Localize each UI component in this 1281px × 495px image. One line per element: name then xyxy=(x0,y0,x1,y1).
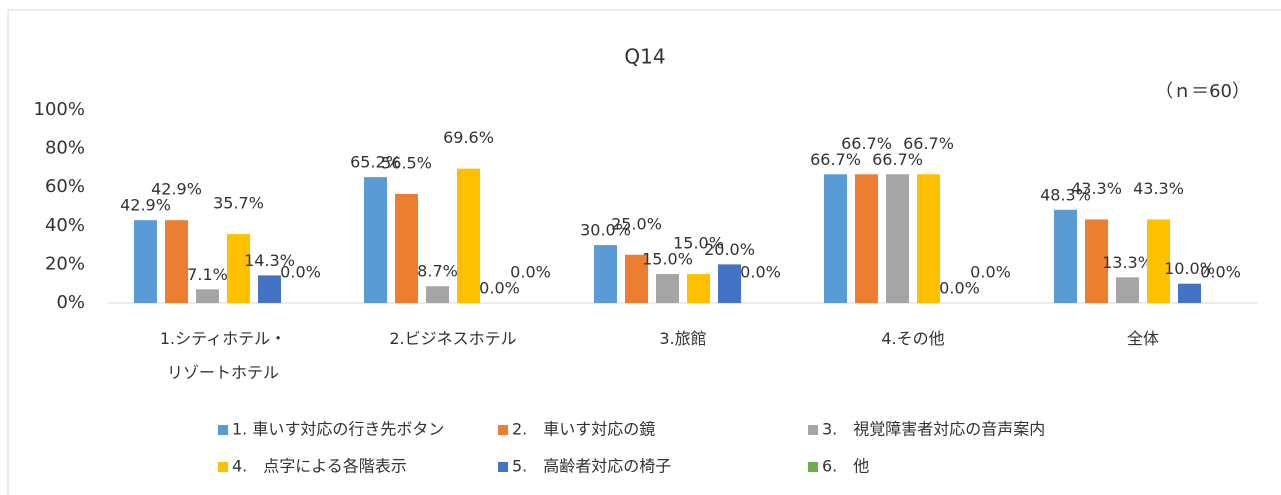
legend-swatch xyxy=(498,462,508,472)
bar xyxy=(1116,277,1139,303)
bar xyxy=(718,264,741,303)
bar xyxy=(656,274,679,303)
bar xyxy=(1085,219,1108,303)
bar xyxy=(395,193,418,303)
x-tick-label: 4.その他 xyxy=(881,329,945,348)
legend-label: 4. 点字による各階表示 xyxy=(232,457,407,476)
data-label: 0.0% xyxy=(740,263,781,282)
annotation: （ｎ＝60） xyxy=(1155,81,1250,102)
data-label: 42.9% xyxy=(151,180,202,199)
data-label: 0.0% xyxy=(479,279,520,298)
data-label: 0.0% xyxy=(280,263,321,282)
bar xyxy=(258,275,281,303)
legend-swatch xyxy=(218,462,228,472)
data-label: 15.0% xyxy=(673,234,724,253)
legend-label: 2. 車いす対応の鏡 xyxy=(512,420,655,439)
y-tick-label: 60% xyxy=(45,176,85,197)
x-tick-label: 2.ビジネスホテル xyxy=(389,329,517,348)
bar xyxy=(1054,209,1077,303)
bar xyxy=(426,286,449,303)
data-label: 66.7% xyxy=(903,134,954,153)
data-label: 66.7% xyxy=(872,150,923,169)
data-label: 8.7% xyxy=(417,262,458,281)
legend-swatch xyxy=(498,425,508,435)
data-label: 42.9% xyxy=(120,196,171,215)
x-tick-label: 全体 xyxy=(1126,329,1159,348)
bar xyxy=(917,174,940,303)
data-label: 0.0% xyxy=(939,279,980,298)
data-label: 0.0% xyxy=(970,263,1011,282)
bar xyxy=(625,254,648,303)
data-label: 48.3% xyxy=(1040,185,1091,204)
y-tick-label: 100% xyxy=(34,99,85,120)
bar xyxy=(1147,219,1170,303)
y-tick-label: 0% xyxy=(56,292,85,313)
bar xyxy=(855,174,878,303)
data-label: 13.3% xyxy=(1102,253,1153,272)
legend-label: 6. 他 xyxy=(822,457,869,476)
bar xyxy=(196,289,219,303)
legend-swatch xyxy=(808,462,818,472)
bar xyxy=(886,174,909,303)
bar xyxy=(165,220,188,303)
bar xyxy=(134,220,157,303)
y-tick-label: 20% xyxy=(45,253,85,274)
data-label: 0.0% xyxy=(510,263,551,282)
data-label: 66.7% xyxy=(810,150,861,169)
data-label: 20.0% xyxy=(704,240,755,259)
data-label: 15.0% xyxy=(642,250,693,269)
x-tick-label: 3.旅館 xyxy=(659,329,707,348)
legend-swatch xyxy=(218,425,228,435)
bar xyxy=(687,274,710,303)
data-label: 65.2% xyxy=(350,153,401,172)
bar xyxy=(364,177,387,303)
bar xyxy=(457,168,480,303)
chart-title: Q14 xyxy=(624,45,665,69)
data-label: 25.0% xyxy=(611,214,662,233)
legend-label: 1. 車いす対応の行き先ボタン xyxy=(232,420,444,439)
bar xyxy=(594,245,617,303)
legend-label: 3. 視覚障害者対応の音声案内 xyxy=(822,420,1045,439)
data-label: 14.3% xyxy=(244,251,295,270)
y-tick-label: 40% xyxy=(45,215,85,236)
data-label: 7.1% xyxy=(187,265,228,284)
bar xyxy=(227,234,250,303)
x-tick-label: 1.シティホテル・ リゾートホテル xyxy=(159,329,287,382)
data-label: 69.6% xyxy=(443,128,494,147)
data-label: 66.7% xyxy=(841,134,892,153)
legend-swatch xyxy=(808,425,818,435)
data-label: 0.0% xyxy=(1200,263,1241,282)
data-label: 10.0% xyxy=(1164,259,1215,278)
data-label: 43.3% xyxy=(1071,179,1122,198)
legend-label: 5. 高齢者対応の椅子 xyxy=(512,457,671,476)
bar xyxy=(824,174,847,303)
y-tick-label: 80% xyxy=(45,138,85,159)
data-label: 43.3% xyxy=(1133,179,1184,198)
bar xyxy=(1178,283,1201,303)
data-label: 30.0% xyxy=(580,221,631,240)
data-label: 56.5% xyxy=(381,153,432,172)
data-label: 35.7% xyxy=(213,194,264,213)
